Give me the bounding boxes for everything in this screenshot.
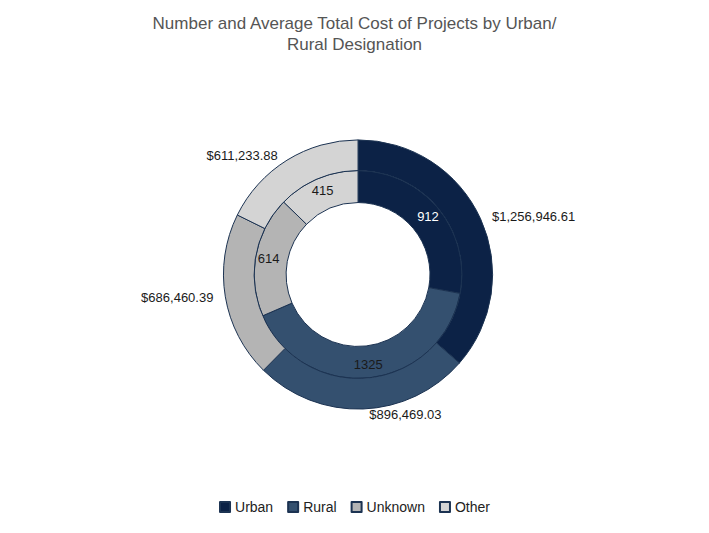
svg-text:1325: 1325	[354, 357, 383, 372]
svg-text:Number and Average Total Cost: Number and Average Total Cost of Project…	[153, 14, 557, 33]
svg-text:Rural: Rural	[303, 499, 336, 515]
svg-text:$1,256,946.61: $1,256,946.61	[492, 209, 575, 224]
svg-text:$686,460.39: $686,460.39	[141, 290, 213, 305]
svg-text:Urban: Urban	[235, 499, 273, 515]
svg-text:Rural Designation: Rural Designation	[287, 35, 422, 54]
svg-text:Unknown: Unknown	[367, 499, 425, 515]
svg-text:Other: Other	[455, 499, 490, 515]
svg-text:415: 415	[312, 183, 334, 198]
svg-text:$611,233.88: $611,233.88	[206, 148, 277, 163]
svg-text:$896,469.03: $896,469.03	[369, 407, 441, 422]
svg-text:614: 614	[258, 251, 280, 266]
svg-text:912: 912	[417, 209, 439, 224]
